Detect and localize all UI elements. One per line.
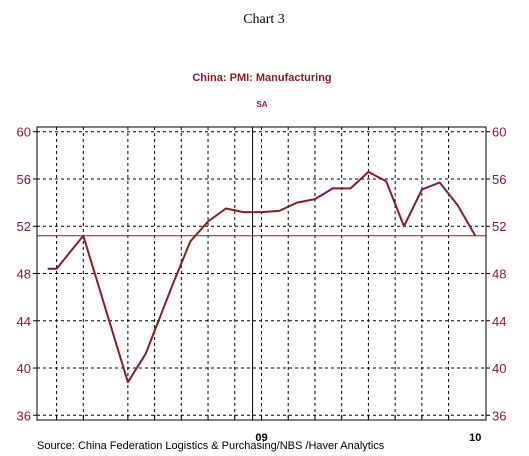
- y-tick-label-right: 36: [492, 408, 506, 423]
- y-tick-label-left: 40: [17, 361, 31, 376]
- x-tick-label: 10: [469, 432, 481, 444]
- y-tick-label-left: 56: [17, 172, 31, 187]
- y-tick-label-right: 48: [492, 267, 506, 282]
- chart-subtitle: SA: [256, 100, 267, 109]
- grid-lines: [37, 127, 486, 420]
- chart-title: China: PMI: Manufacturing: [192, 72, 331, 84]
- source-note: Source: China Federation Logistics & Pur…: [37, 440, 385, 452]
- y-tick-label-right: 44: [492, 314, 506, 329]
- y-tick-label-right: 60: [492, 125, 506, 140]
- y-tick-label-left: 52: [17, 219, 31, 234]
- y-tick-label-left: 60: [17, 125, 31, 140]
- tick-labels: 36 36 40 40 44 44 48 48 52 52 56 56 60 60 09 10: [17, 125, 507, 444]
- chart-header: Chart 3: [243, 12, 285, 27]
- y-tick-label-left: 48: [17, 267, 31, 282]
- y-tick-label-right: 56: [492, 172, 506, 187]
- y-tick-label-right: 40: [492, 361, 506, 376]
- pmi-series-line: [47, 170, 477, 384]
- x-tick-label: 09: [255, 432, 267, 444]
- series-layer: [37, 170, 486, 384]
- y-tick-label-left: 44: [17, 314, 31, 329]
- y-tick-label-left: 36: [17, 408, 31, 423]
- axes: [33, 126, 490, 421]
- y-tick-label-right: 52: [492, 219, 506, 234]
